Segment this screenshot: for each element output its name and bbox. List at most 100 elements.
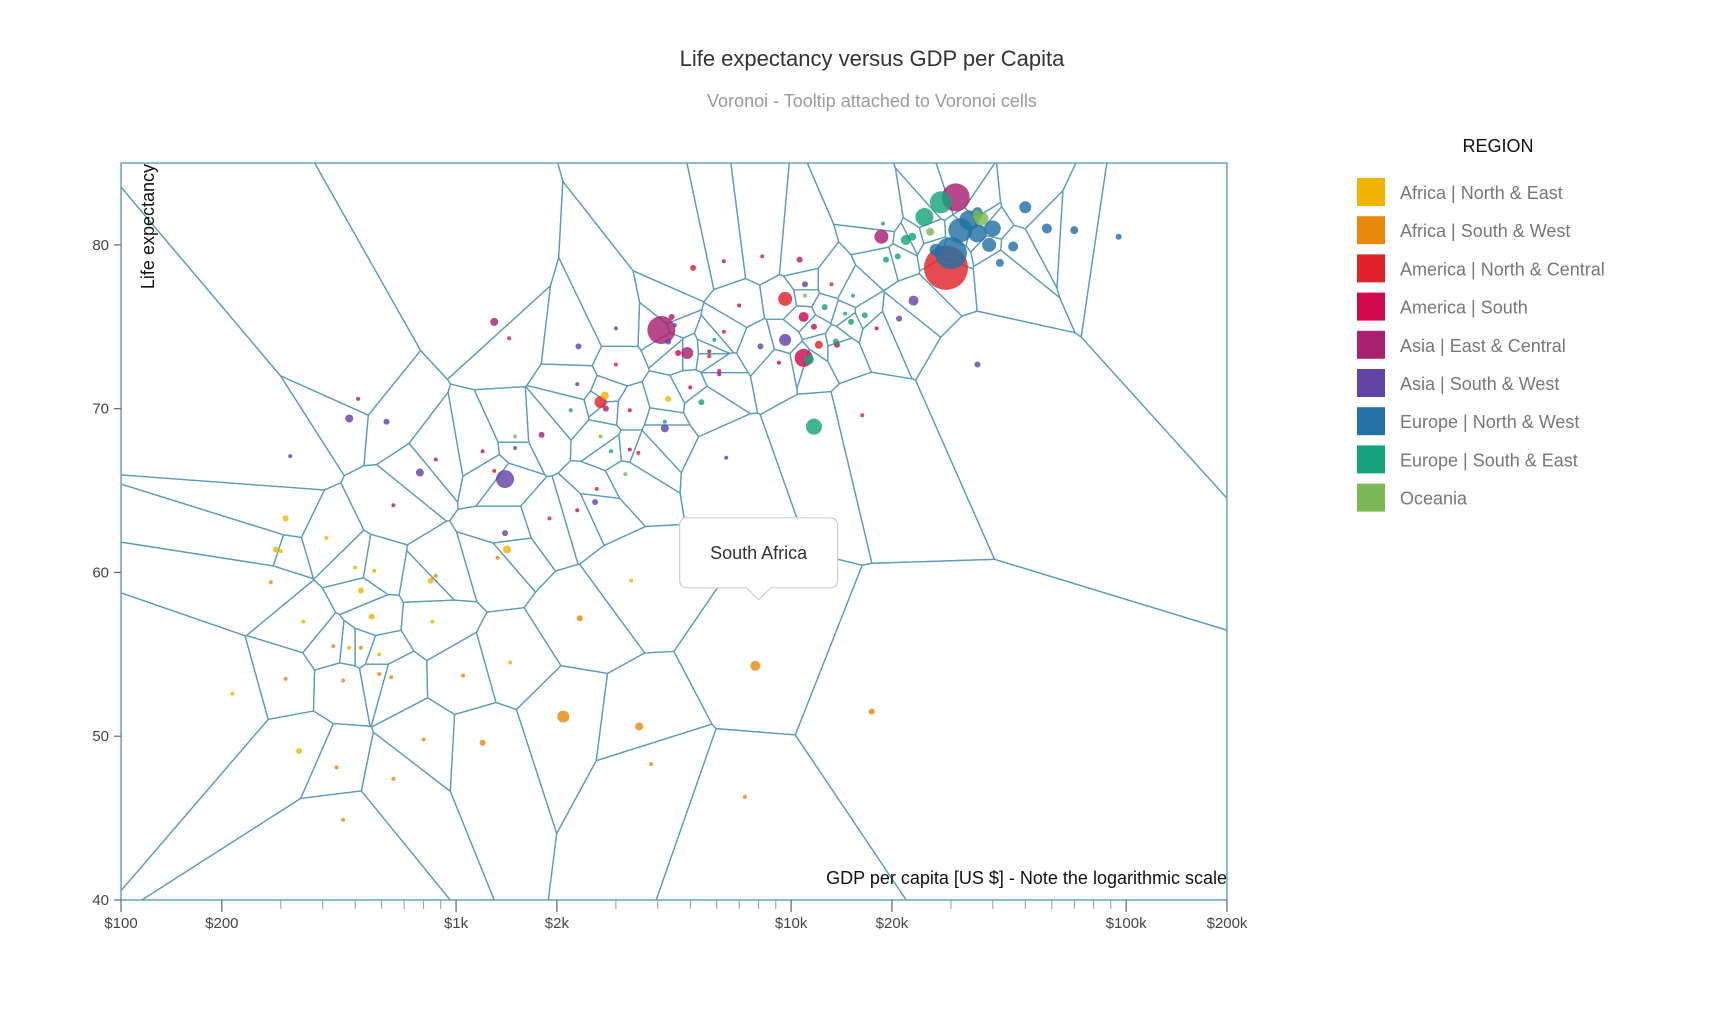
data-point [433,457,438,462]
voronoi-cell[interactable] [558,179,641,348]
voronoi-cell[interactable] [321,576,390,616]
data-point [557,710,570,723]
voronoi-cell[interactable] [647,337,684,376]
voronoi-cell[interactable] [632,269,705,325]
data-point [341,817,346,822]
data-point [737,303,742,308]
data-point [503,545,512,554]
voronoi-cell[interactable] [245,578,337,654]
voronoi-cell[interactable] [682,385,752,438]
data-point [341,678,346,683]
data-point [908,295,919,306]
voronoi-cell[interactable] [121,474,326,539]
voronoi-cell[interactable] [363,349,452,467]
voronoi-cell[interactable] [830,299,857,327]
voronoi-cell[interactable] [313,163,564,381]
voronoi-cell[interactable] [313,529,372,589]
voronoi-cell[interactable] [278,374,369,477]
voronoi-cell[interactable] [354,627,377,670]
voronoi-cell[interactable] [618,429,643,464]
voronoi-cell[interactable] [655,727,907,900]
voronoi-cell[interactable] [806,163,904,233]
voronoi-cell[interactable] [448,505,533,544]
voronoi-cell[interactable] [540,255,603,367]
voronoi-cell[interactable] [668,368,708,405]
voronoi-cell[interactable] [914,310,1227,631]
voronoi-cell[interactable] [595,650,713,762]
voronoi-cell[interactable] [447,383,500,478]
voronoi-cell[interactable] [579,492,647,547]
voronoi-cell[interactable] [491,537,557,594]
data-point [1070,226,1079,235]
chart-title: Life expectancy versus GDP per Capita [680,46,1066,71]
voronoi-cells[interactable] [121,163,1227,900]
data-point [984,220,1001,237]
voronoi-cell[interactable] [778,163,840,277]
voronoi-cell[interactable] [892,163,954,222]
data-point [345,414,354,423]
voronoi-cell[interactable] [995,163,1077,230]
voronoi-cell[interactable] [121,186,345,491]
voronoi-cell[interactable] [449,701,558,901]
voronoi-cell[interactable] [765,318,804,355]
voronoi-cell[interactable] [1080,163,1227,500]
data-point [433,573,438,578]
voronoi-cell[interactable] [370,697,456,793]
voronoi-cell[interactable] [244,634,316,721]
voronoi-cell[interactable] [836,263,885,309]
voronoi-cell[interactable] [643,407,692,426]
voronoi-cell[interactable] [475,607,562,711]
voronoi-cell[interactable] [547,723,717,900]
voronoi-cell[interactable] [398,549,456,603]
data-point [377,671,382,676]
voronoi-cell[interactable] [1056,163,1108,339]
data-point [974,361,981,368]
voronoi-cell[interactable] [300,481,365,581]
voronoi-cell[interactable] [641,424,700,474]
voronoi-cell[interactable] [759,390,873,566]
plot-frame [120,162,1228,901]
voronoi-cell[interactable] [299,722,374,800]
data-point [480,449,485,454]
voronoi-cell[interactable] [121,710,335,900]
voronoi-cell[interactable] [375,442,459,522]
voronoi-cell[interactable] [686,163,747,291]
voronoi-cell[interactable] [497,441,547,476]
voronoi-cell[interactable] [406,520,478,603]
voronoi-cell[interactable] [888,242,921,282]
voronoi-cell[interactable] [699,371,759,415]
voronoi-cell[interactable] [121,163,422,416]
voronoi-cell[interactable] [551,472,606,565]
voronoi-cell[interactable] [455,530,537,613]
voronoi-cell[interactable] [364,629,415,665]
voronoi-cell[interactable] [140,790,452,900]
voronoi-cell[interactable] [693,313,735,355]
voronoi-cell[interactable] [628,429,682,495]
voronoi-cell[interactable] [426,631,497,716]
data-point [623,472,628,477]
voronoi-cell[interactable] [817,240,857,300]
voronoi-cell[interactable] [782,267,819,291]
voronoi-cell[interactable] [569,419,622,463]
voronoi-cell[interactable] [749,348,799,416]
voronoi-cell[interactable] [793,289,821,308]
data-point [995,258,1004,267]
voronoi-cell[interactable] [523,563,646,675]
voronoi-cell[interactable] [121,483,285,567]
voronoi-cell[interactable] [519,475,579,572]
voronoi-cell[interactable] [473,385,530,443]
voronoi-cell[interactable] [972,249,1077,334]
data-point [538,431,545,438]
voronoi-cell[interactable] [858,310,914,380]
voronoi-cell[interactable] [735,317,776,378]
voronoi-cell[interactable] [918,218,947,245]
voronoi-cell[interactable] [312,662,371,727]
voronoi-cell[interactable] [370,650,429,728]
voronoi-cell[interactable] [1000,224,1061,300]
voronoi-cell[interactable] [524,384,590,442]
voronoi-cell[interactable] [121,541,315,637]
voronoi-cell[interactable] [830,371,996,564]
voronoi-cell[interactable] [591,345,650,387]
data-point [929,243,942,256]
voronoi-cell[interactable] [604,460,686,528]
